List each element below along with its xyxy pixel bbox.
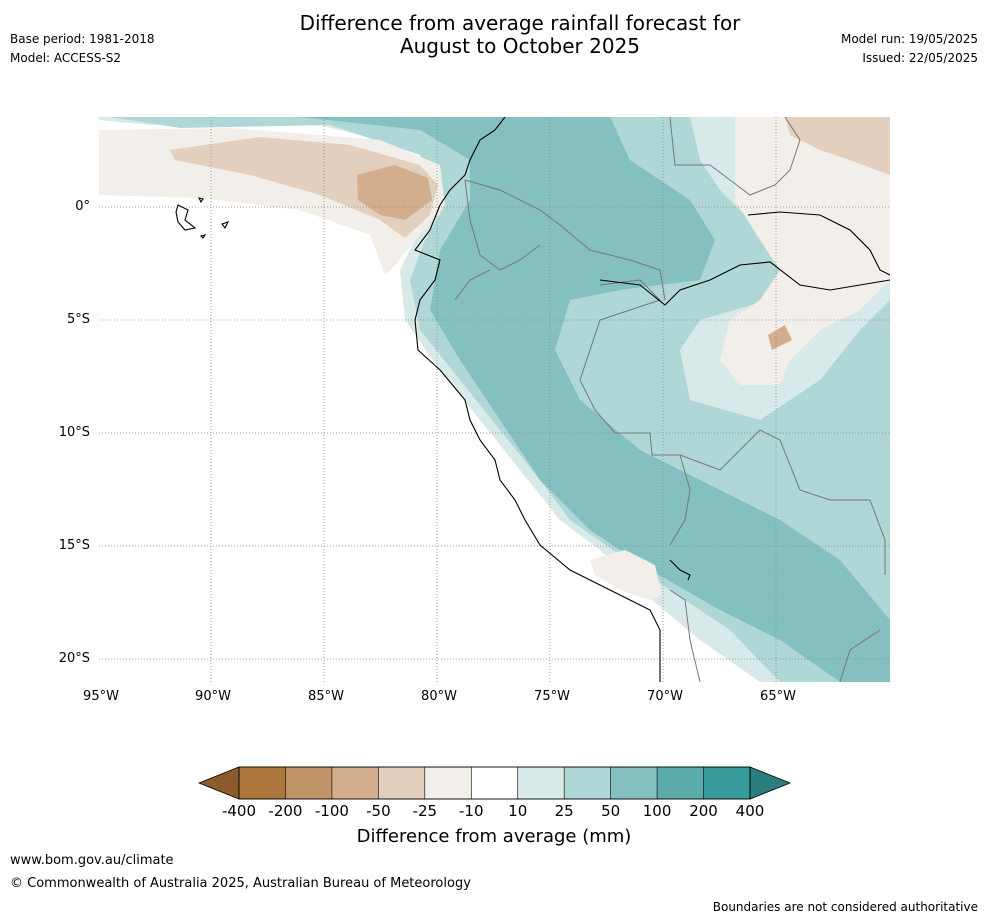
colorbar-tick-label: 100 (642, 802, 672, 820)
border-venezuela (669, 117, 801, 196)
lat-label-5s: 5°S (66, 312, 90, 327)
colorbar-right-extension (749, 766, 792, 800)
dry-region-west-core (357, 165, 432, 220)
lat-label-10s: 10°S (58, 425, 90, 440)
colorbar-tick-label: -50 (366, 802, 391, 820)
colorbar-tick-label: -100 (314, 802, 349, 820)
coastline-pacific (414, 117, 661, 682)
colorbar-tick-label: 50 (601, 802, 621, 820)
colorbar-segment (470, 766, 519, 800)
lat-label-15s: 15°S (58, 538, 90, 553)
border-colombia-ecuador-peru (454, 179, 666, 301)
wet-band-strong (300, 117, 890, 682)
model-label: Model: ACCESS-S2 (10, 51, 122, 65)
map-title-line1: Difference from average rainfall forecas… (299, 11, 741, 35)
colorbar-segment (656, 766, 705, 800)
lon-label-70w: 70°W (647, 689, 683, 704)
colorbar-segment (703, 766, 751, 800)
coastline-amazon-delta (599, 211, 890, 306)
colorbar-segment (285, 766, 333, 800)
colorbar-segment (424, 766, 473, 800)
map-title-line2: August to October 2025 (399, 34, 641, 58)
colorbar-segment (238, 766, 287, 800)
dry-region-west-mid (170, 137, 438, 238)
coastlines (175, 117, 890, 682)
lat-label-20s: 20°S (58, 651, 90, 666)
lon-label-80w: 80°W (421, 689, 457, 704)
model-run-label: Model run: 19/05/2025 (840, 32, 978, 46)
colorbar-tick-label: -25 (412, 802, 438, 820)
website-label: www.bom.gov.au/climate (10, 853, 174, 868)
colorbar-tick-label: 10 (508, 802, 528, 820)
colorbar-outline (238, 766, 751, 800)
lon-label-90w: 90°W (195, 689, 231, 704)
country-borders (454, 117, 886, 682)
colorbar-tick-label: -10 (459, 802, 484, 820)
border-brazil-bolivia (679, 429, 886, 575)
colorbar-segment (331, 766, 380, 800)
coastline-lake-titicaca (669, 559, 691, 581)
border-chile-argentina (669, 589, 881, 682)
lon-label-75w: 75°W (534, 689, 570, 704)
colorbar-segment (563, 766, 612, 800)
colorbar (197, 766, 792, 800)
map-fields (99, 117, 890, 682)
lat-label-0: 0° (75, 199, 90, 214)
colorbar-title: Difference from average (mm) (356, 826, 632, 847)
lon-label-95w: 95°W (83, 689, 119, 704)
colorbar-tick-label: 200 (689, 802, 718, 820)
disclaimer-label: Boundaries are not considered authoritat… (712, 900, 978, 914)
galapagos-islands (175, 197, 230, 239)
copyright-label: © Commonwealth of Australia 2025, Austra… (10, 876, 471, 891)
colorbar-tick-label: 400 (735, 802, 765, 820)
dry-region-northeast-mid (785, 117, 890, 175)
colorbar-segment (610, 766, 658, 800)
colorbar-tick-label: 25 (554, 802, 574, 820)
colorbar-segments (238, 766, 751, 800)
base-period-label: Base period: 1981-2018 (10, 32, 155, 46)
lon-label-65w: 65°W (760, 689, 796, 704)
map-title: Difference from average rainfall forecas… (240, 12, 800, 58)
dry-region-northeast (720, 117, 890, 385)
colorbar-tick-label: -400 (221, 802, 257, 820)
colorbar-segment (517, 766, 565, 800)
issued-label: Issued: 22/05/2025 (862, 51, 978, 65)
border-peru-brazil (579, 279, 691, 546)
colorbar-left-extension (197, 766, 240, 800)
colorbar-segment (378, 766, 426, 800)
graticule (99, 117, 890, 682)
dry-patch-central (768, 325, 792, 350)
lon-label-85w: 85°W (308, 689, 344, 704)
colorbar-tick-label: -200 (268, 802, 303, 820)
dry-patch-south (590, 550, 662, 600)
